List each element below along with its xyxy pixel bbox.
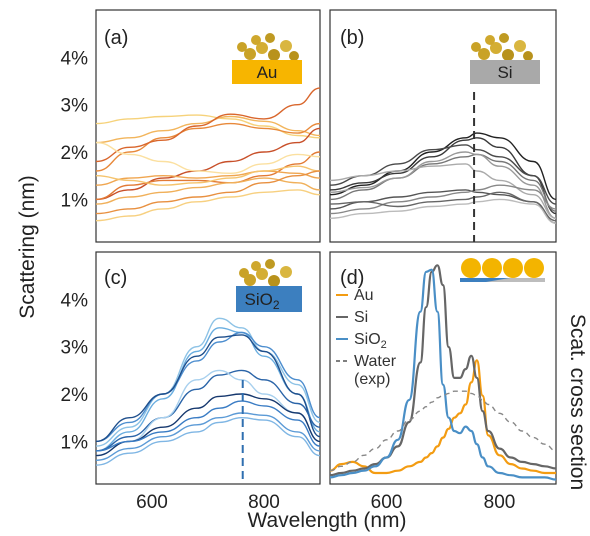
panel-b-series-line [329,151,557,219]
nanoparticle-cluster-icon [237,33,299,61]
au-badge-label: Au [257,63,278,82]
panel-d-xtick-label: 600 [371,492,403,513]
right-axis-title: Scat. cross section [566,314,589,490]
panel-d-series-line [329,359,556,475]
si-badge-box [470,60,540,84]
panel-d-frame [329,251,557,485]
panel-d-legend-label: Si [354,309,368,326]
panel-c-series-line [95,334,321,443]
panel-b-frame [329,9,557,243]
panel-a: 1% 2% 3% 4% [61,48,321,222]
panel-b-series-line [329,153,557,212]
panel-a-series-line [95,141,321,174]
panel-d-legend-label: Water [354,353,397,370]
panel-c-series-line [95,317,321,447]
panel-b-series-line [329,198,557,224]
panel-d-legend-label: SiO2 [354,331,387,351]
panel-c: 1% 2% 3% 4% 600 800 [61,290,321,513]
panel-c-series-line [95,412,321,461]
panel-a-ytick-label: 2% [61,143,89,164]
panel-d-series-line [329,390,557,472]
panel-c-ytick-label: 1% [61,432,89,453]
si-badge: Si [470,33,540,84]
panel-c-xtick-label: 800 [248,492,280,513]
panel-d-letter: (d) [340,267,364,289]
panel-c-xtick-label: 600 [136,492,168,513]
panel-a-series-line [95,114,321,139]
panel-d-legend-label: Au [354,287,374,304]
panel-d-legend-label: (exp) [354,371,390,388]
panel-a-series-line [95,87,321,163]
panel-c-series-line [95,369,321,452]
panel-a-ytick-label: 4% [61,48,89,69]
panel-c-ytick-label: 3% [61,338,89,359]
panel-b-series-line [329,137,557,215]
panel-a-letter: (a) [104,27,128,49]
nanoparticle-cluster-icon [239,259,292,287]
panel-a-series-line [95,165,321,186]
panel-c-ytick-label: 2% [61,385,89,406]
y-axis-title: Scattering (nm) [16,175,39,319]
panel-d: 600 800 Au Si SiO2 Water(exp) [329,264,557,513]
panel-c-series-line [95,331,321,443]
panel-b-series-line [329,144,557,205]
panel-c-series-line [95,417,321,466]
panel-b-series-line [329,191,557,222]
panel-d-series-line [329,268,557,481]
panel-b [329,92,557,242]
panel-a-series-line [95,170,321,215]
panel-b-letter: (b) [340,27,364,49]
x-axis-title: Wavelength (nm) [247,509,406,532]
panel-d-xtick-label: 800 [484,492,516,513]
nanoparticle-cluster-icon [471,33,533,61]
panel-a-series-line [95,127,321,201]
panel-b-series-line [329,163,557,219]
panel-c-series-line [95,393,321,457]
panel-a-series-line [95,122,321,172]
panel-c-ytick-label: 4% [61,290,89,311]
sio2-badge-label: SiO2 [244,290,279,312]
panel-a-series-line [95,115,321,144]
panel-c-frame [95,251,321,485]
sio2-badge-box [236,286,302,312]
au-badge-box [232,60,302,84]
panel-c-series-line [95,400,321,452]
panel-a-series-line [95,177,321,205]
panel-a-series-line [95,170,321,186]
au-badge: Au [232,33,302,84]
panel-c-letter: (c) [104,267,127,289]
panel-a-series-line [95,151,321,201]
panel-a-ytick-label: 3% [61,96,89,117]
panel-b-series-line [329,132,557,201]
sio2-badge: SiO2 [236,259,302,312]
panel-a-frame [95,9,321,243]
panel-a-ytick-label: 1% [61,190,89,211]
panel-c-series-line [95,369,321,457]
particle-row-icon [460,258,545,282]
si-badge-label: Si [497,63,512,82]
panel-a-series-line [95,189,321,222]
panel-b-series-line [329,184,557,215]
